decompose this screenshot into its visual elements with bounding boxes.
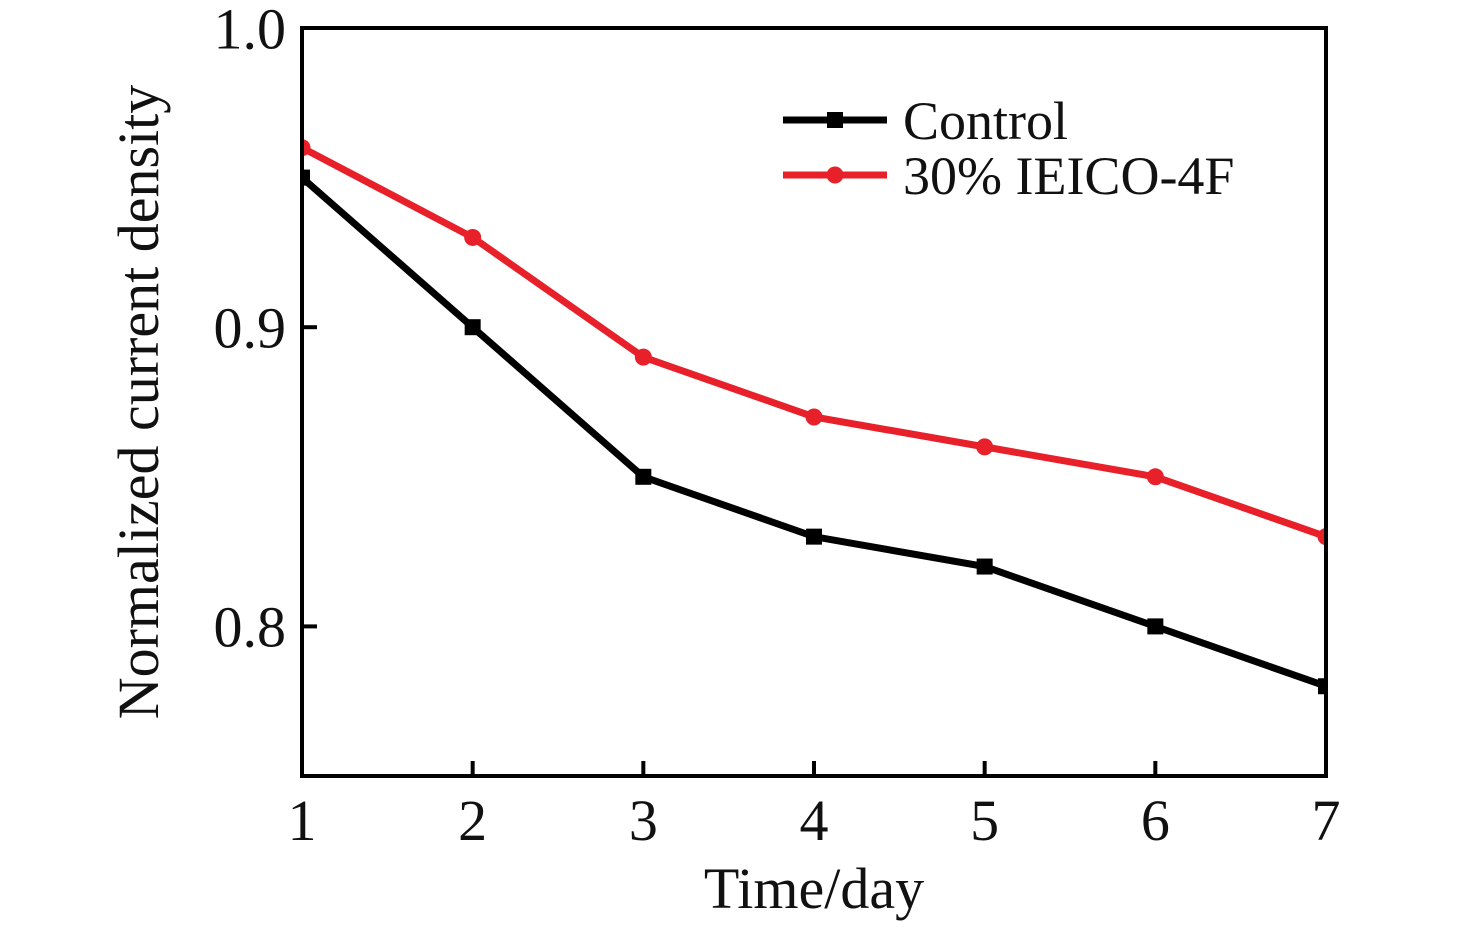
- series-control-marker: [1318, 678, 1326, 695]
- series-control-line: [302, 174, 1326, 690]
- tick-labels: 1 2 3 4 5 6 7 0.8 0.9 1.0: [214, 0, 1341, 853]
- legend-30-ieico-4f-label: 30% IEICO-4F: [903, 146, 1234, 206]
- series-control-marker: [302, 169, 310, 186]
- x-tick-label: 1: [288, 788, 317, 853]
- x-tick-label: 4: [800, 788, 829, 853]
- legend-30-ieico-4f-marker: [826, 166, 844, 184]
- x-tick-label: 7: [1312, 788, 1341, 853]
- legend-control-label: Control: [903, 91, 1068, 151]
- series-30-ieico-4f-marker: [1146, 468, 1164, 486]
- legend-item-30-ieico-4f: 30% IEICO-4F: [783, 146, 1234, 206]
- legend-item-control: Control: [783, 91, 1068, 151]
- series-control-marker: [1147, 618, 1164, 635]
- series-control-marker: [976, 558, 993, 575]
- series-control-marker: [635, 468, 652, 485]
- legend-control-marker: [827, 112, 843, 128]
- x-tick-label: 6: [1141, 788, 1170, 853]
- plot-border: [300, 26, 1328, 778]
- data-series: [302, 139, 1326, 695]
- x-axis-title: Time/day: [704, 856, 924, 921]
- y-tick-label: 1.0: [214, 0, 287, 61]
- series-30-ieico-4f-marker: [634, 348, 652, 366]
- series-30-ieico-4f-marker: [976, 438, 994, 456]
- series-30-ieico-4f-marker: [1317, 528, 1326, 546]
- series-30-ieico-4f-marker: [302, 139, 311, 157]
- series-30-ieico-4f-marker: [464, 228, 482, 246]
- series-30-ieico-4f-marker: [805, 408, 823, 426]
- series-control-marker: [464, 319, 481, 336]
- series-30-ieico-4f-line: [302, 144, 1326, 540]
- x-tick-label: 3: [629, 788, 658, 853]
- x-tick-label: 2: [458, 788, 487, 853]
- series-control-marker: [806, 528, 822, 545]
- axis-ticks: [300, 26, 1328, 776]
- x-tick-label: 5: [970, 788, 999, 853]
- y-tick-label: 0.9: [214, 296, 287, 361]
- y-tick-label: 0.8: [214, 595, 287, 660]
- y-axis-title: Normalized current density: [106, 85, 171, 720]
